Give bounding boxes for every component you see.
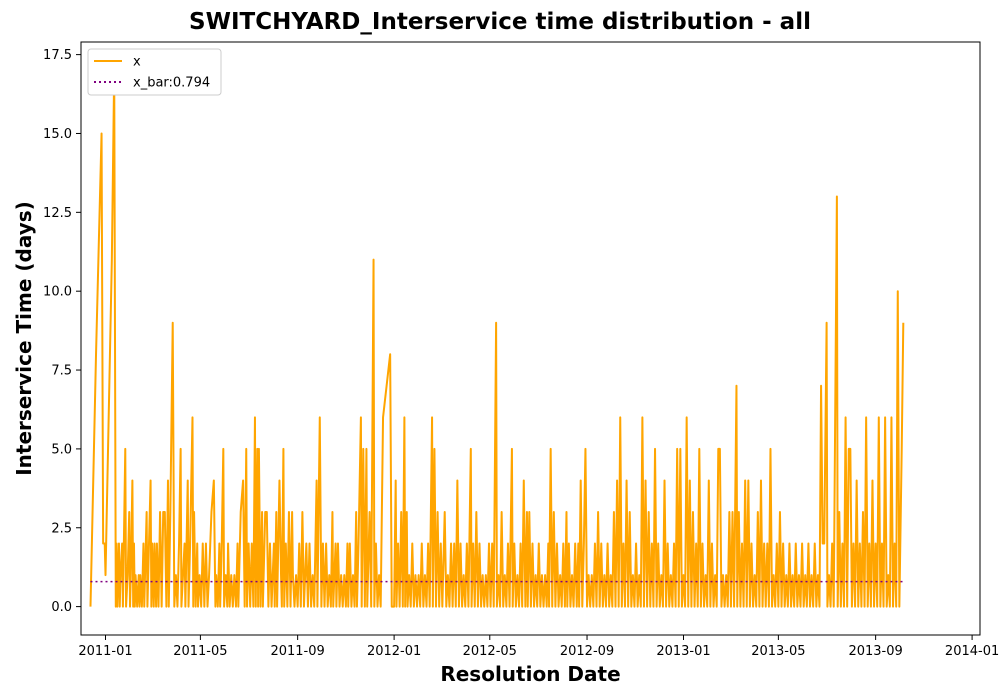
- plot-area: [89, 69, 905, 608]
- x-tick-label: 2011-09: [270, 644, 324, 659]
- y-tick-label: 15.0: [43, 127, 72, 142]
- y-tick-label: 0.0: [51, 600, 72, 615]
- series-line-x: [89, 69, 905, 608]
- x-tick-label: 2013-05: [751, 644, 805, 659]
- y-tick-label: 2.5: [51, 521, 72, 536]
- legend-label-x-bar: x_bar:0.794: [133, 76, 210, 91]
- x-axis: 2011-01 2011-05 2011-09 2012-01 2012-05 2012-…: [78, 635, 999, 659]
- x-tick-label: 2012-01: [367, 644, 421, 659]
- y-tick-label: 12.5: [43, 206, 72, 221]
- chart-title: SWITCHYARD_Interservice time distributio…: [189, 9, 811, 35]
- x-tick-label: 2014-01: [945, 644, 999, 659]
- x-tick-label: 2012-09: [560, 644, 614, 659]
- y-axis-label: Interservice Time (days): [12, 201, 36, 476]
- y-tick-label: 7.5: [51, 364, 72, 379]
- plot-frame: [80, 41, 981, 636]
- x-tick-label: 2013-01: [656, 644, 710, 659]
- legend: x x_bar:0.794: [87, 48, 222, 96]
- x-tick-label: 2011-05: [173, 644, 227, 659]
- y-tick-label: 10.0: [43, 285, 72, 300]
- y-axis: 0.0 2.5 5.0 7.5 10.0 12.5 15.0 17.5: [43, 48, 81, 615]
- x-tick-label: 2011-01: [78, 644, 132, 659]
- x-axis-label: Resolution Date: [440, 662, 620, 686]
- x-tick-label: 2012-05: [463, 644, 517, 659]
- y-tick-label: 5.0: [51, 442, 72, 457]
- x-tick-label: 2013-09: [848, 644, 902, 659]
- y-tick-label: 17.5: [43, 48, 72, 63]
- legend-label-x: x: [133, 55, 141, 70]
